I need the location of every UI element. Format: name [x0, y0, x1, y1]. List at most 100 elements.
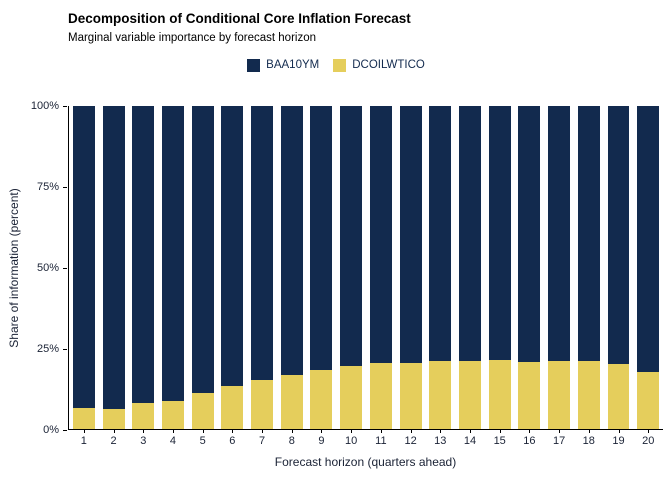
stacked-bar	[340, 106, 363, 429]
stacked-bar	[399, 106, 422, 429]
x-tick-label: 12	[404, 435, 417, 447]
bar-segment-baa10ym	[251, 106, 274, 380]
x-tick-mark	[143, 429, 145, 433]
bar-slot-7: 7	[247, 106, 277, 447]
stacked-bar	[310, 106, 333, 429]
stacked-bar	[221, 106, 244, 429]
legend-label: BAA10YM	[266, 59, 320, 71]
x-tick-mark	[469, 429, 471, 433]
bar-segment-baa10ym	[191, 106, 214, 394]
bar-segment-dcoilwtico	[102, 408, 125, 429]
y-tick-mark	[63, 429, 67, 431]
x-tick-label: 4	[169, 435, 177, 447]
bar-segment-baa10ym	[221, 106, 244, 387]
bar-segment-baa10ym	[577, 106, 600, 361]
bar-slot-20: 20	[633, 106, 663, 447]
stacked-bar	[488, 106, 511, 429]
x-tick-label: 9	[318, 435, 325, 447]
bar-segment-dcoilwtico	[607, 364, 630, 429]
x-tick-label: 3	[140, 435, 147, 447]
bar-segment-dcoilwtico	[132, 403, 155, 429]
x-tick-label: 8	[288, 435, 295, 447]
x-tick-mark	[618, 429, 620, 433]
bar-segment-dcoilwtico	[191, 393, 214, 429]
x-tick-mark	[83, 429, 85, 433]
bar-slot-1: 1	[69, 106, 99, 447]
stacked-bar	[191, 106, 214, 429]
bar-segment-dcoilwtico	[518, 362, 541, 429]
x-tick-mark	[380, 429, 382, 433]
x-tick-label: 11	[375, 435, 387, 447]
y-tick-label: 25%	[36, 343, 59, 355]
x-tick-label: 17	[552, 435, 566, 447]
bar-segment-dcoilwtico	[369, 363, 392, 429]
stacked-bar	[607, 106, 630, 429]
bar-slot-14: 14	[455, 106, 485, 447]
stacked-bar	[280, 106, 303, 429]
bar-segment-baa10ym	[72, 106, 95, 408]
bar-segment-baa10ym	[161, 106, 184, 401]
x-tick-mark	[529, 429, 531, 433]
bar-slot-17: 17	[544, 106, 574, 447]
stacked-bar	[577, 106, 600, 429]
bar-slot-16: 16	[515, 106, 545, 447]
x-tick-mark	[113, 429, 115, 433]
x-tick-mark	[321, 429, 323, 433]
stacked-bar	[548, 106, 571, 429]
bar-slot-12: 12	[396, 106, 426, 447]
bar-slot-13: 13	[425, 106, 455, 447]
stacked-bar	[369, 106, 392, 429]
x-tick-mark	[440, 429, 442, 433]
y-axis: 0% 25% 50% 75% 100%	[0, 100, 68, 436]
x-tick-label: 7	[259, 435, 266, 447]
y-tick-label: 75%	[36, 181, 59, 193]
bar-segment-dcoilwtico	[251, 379, 274, 429]
bar-slot-3: 3	[128, 106, 158, 447]
bar-segment-dcoilwtico	[637, 371, 660, 429]
bar-slot-8: 8	[277, 106, 307, 447]
legend: BAA10YM DCOILWTICO	[0, 56, 672, 74]
x-tick-mark	[351, 429, 353, 433]
x-tick-label: 10	[345, 435, 358, 447]
x-tick-mark	[262, 429, 264, 433]
y-tick-label: 100%	[30, 100, 59, 112]
bar-segment-baa10ym	[399, 106, 422, 363]
stacked-bar	[637, 106, 660, 429]
bar-segment-dcoilwtico	[72, 408, 95, 429]
bar-segment-baa10ym	[310, 106, 333, 370]
legend-label: DCOILWTICO	[352, 59, 425, 71]
stacked-bar	[132, 106, 155, 429]
bar-slot-4: 4	[158, 106, 188, 447]
bar-segment-baa10ym	[518, 106, 541, 363]
bar-slot-15: 15	[485, 106, 515, 447]
bar-slot-18: 18	[574, 106, 604, 447]
x-tick-label: 5	[199, 435, 206, 447]
x-tick-label: 15	[493, 435, 506, 447]
bar-segment-dcoilwtico	[429, 361, 452, 429]
chart-subtitle: Marginal variable importance by forecast…	[68, 32, 317, 44]
y-tick-mark	[63, 186, 67, 188]
bar-segment-baa10ym	[102, 106, 125, 409]
bar-segment-dcoilwtico	[221, 386, 244, 429]
x-tick-label: 19	[612, 435, 625, 447]
x-tick-mark	[559, 429, 561, 433]
x-tick-mark	[588, 429, 590, 433]
y-tick-mark	[63, 105, 67, 107]
x-tick-label: 6	[229, 435, 236, 447]
bar-segment-dcoilwtico	[488, 359, 511, 429]
y-tick-label: 0%	[43, 424, 59, 436]
legend-swatch-icon	[247, 58, 261, 72]
x-tick-label: 18	[582, 435, 595, 447]
y-tick-mark	[63, 267, 67, 269]
stacked-bar	[518, 106, 541, 429]
bar-slot-11: 11	[366, 106, 396, 447]
x-tick-label: 1	[80, 435, 87, 447]
bar-slot-5: 5	[188, 106, 218, 447]
bar-segment-baa10ym	[340, 106, 363, 366]
legend-swatch-icon	[333, 58, 347, 72]
x-tick-mark	[648, 429, 650, 433]
y-tick-label: 50%	[36, 262, 59, 274]
stacked-bar	[102, 106, 125, 429]
x-tick-mark	[410, 429, 412, 433]
